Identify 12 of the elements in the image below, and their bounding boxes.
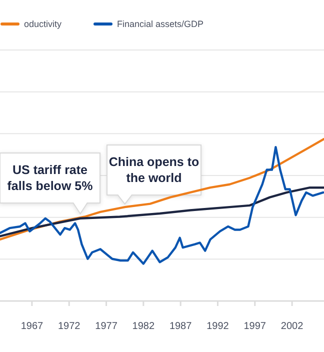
x-tick-label: 2002 bbox=[280, 321, 304, 332]
annotation: US tariff rate falls below 5% bbox=[7, 163, 93, 193]
x-tick-label: 1982 bbox=[132, 321, 155, 332]
x-tick-label: 1972 bbox=[58, 321, 81, 332]
x-tick-label: 1992 bbox=[206, 321, 230, 332]
annotation: China opens to the world bbox=[108, 155, 200, 185]
legend-label: oductivity bbox=[24, 19, 62, 29]
x-tick-label: 1997 bbox=[244, 321, 266, 332]
x-tick-label: 1967 bbox=[20, 321, 44, 332]
x-tick-label: 1987 bbox=[169, 321, 192, 332]
x-tick-label: 1977 bbox=[95, 321, 118, 332]
legend-label: Financial assets/GDP bbox=[117, 19, 204, 29]
